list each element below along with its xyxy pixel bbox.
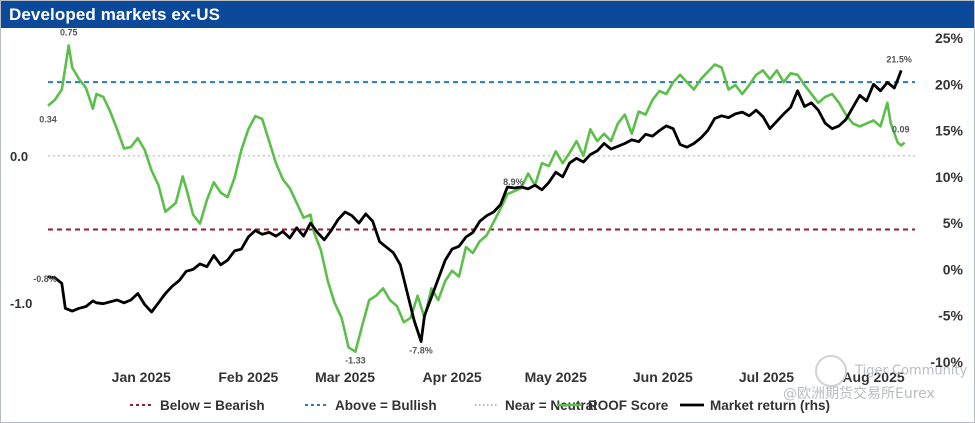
left-axis-tick-label: 0.0 (10, 149, 28, 164)
right-axis-tick-label: 25% (935, 30, 964, 46)
annotations: 0.75 0.34 -1.33 0.09 -0.8% -7.8% 8.9% 21.5% (33, 27, 912, 365)
legend-roof-score-label: ROOF Score (588, 398, 669, 413)
x-axis-tick-label: May 2025 (525, 369, 587, 385)
data-label: -0.8% (33, 274, 57, 284)
market-return-line (47, 69, 903, 343)
data-label: 21.5% (886, 54, 912, 64)
legend-bearish-label: Below = Bearish (160, 398, 265, 413)
legend: Below = Bearish Above = Bullish Near = Neu… (130, 398, 830, 413)
data-label: 8.9% (503, 177, 524, 187)
legend-market-return-label: Market return (rhs) (710, 398, 830, 413)
right-axis-tick-label: 0% (943, 261, 964, 277)
x-axis: Jan 2025 Feb 2025 Mar 2025 Apr 2025 May 2025… (112, 369, 905, 385)
data-label: -7.8% (409, 346, 433, 356)
watermark: Tiger Community @欧洲期货交易所Eurex (783, 355, 968, 402)
data-label: 0.09 (892, 125, 910, 135)
chart-title: Developed markets ex-US (9, 5, 221, 24)
x-axis-tick-label: Feb 2025 (218, 369, 278, 385)
legend-neutral-label: Near = Neutral (505, 398, 597, 413)
title-bar: Developed markets ex-US (1, 1, 974, 28)
data-label: -1.33 (345, 356, 366, 366)
x-axis-tick-label: Jun 2025 (633, 369, 693, 385)
data-label: 0.34 (39, 115, 57, 125)
data-label: 0.75 (60, 27, 78, 37)
x-axis-tick-label: Apr 2025 (423, 369, 482, 385)
roof-score-line (47, 44, 906, 353)
tiger-logo-icon (815, 355, 847, 387)
right-axis-tick-label: -5% (938, 308, 963, 324)
right-axis-tick-label: 5% (943, 215, 964, 231)
series-layer (47, 44, 906, 353)
x-axis-tick-label: Mar 2025 (315, 369, 375, 385)
reference-lines (48, 81, 915, 231)
left-axis: 0.0 -1.0 (10, 149, 32, 311)
x-axis-tick-label: Jul 2025 (739, 369, 794, 385)
x-axis-tick-label: Aug 2025 (842, 369, 904, 385)
right-axis-tick-label: -10% (930, 354, 963, 370)
right-axis-tick-label: 15% (935, 123, 964, 139)
right-axis: 25% 20% 15% 10% 5% 0% -5% -10% (930, 30, 963, 370)
left-axis-tick-label: -1.0 (10, 296, 32, 311)
right-axis-tick-label: 20% (935, 76, 964, 92)
watermark-line1: Tiger Community (855, 363, 968, 379)
right-axis-tick-label: 10% (935, 169, 964, 185)
legend-bullish-label: Above = Bullish (335, 398, 437, 413)
x-axis-tick-label: Jan 2025 (112, 369, 171, 385)
watermark-line2: @欧洲期货交易所Eurex (783, 386, 935, 402)
